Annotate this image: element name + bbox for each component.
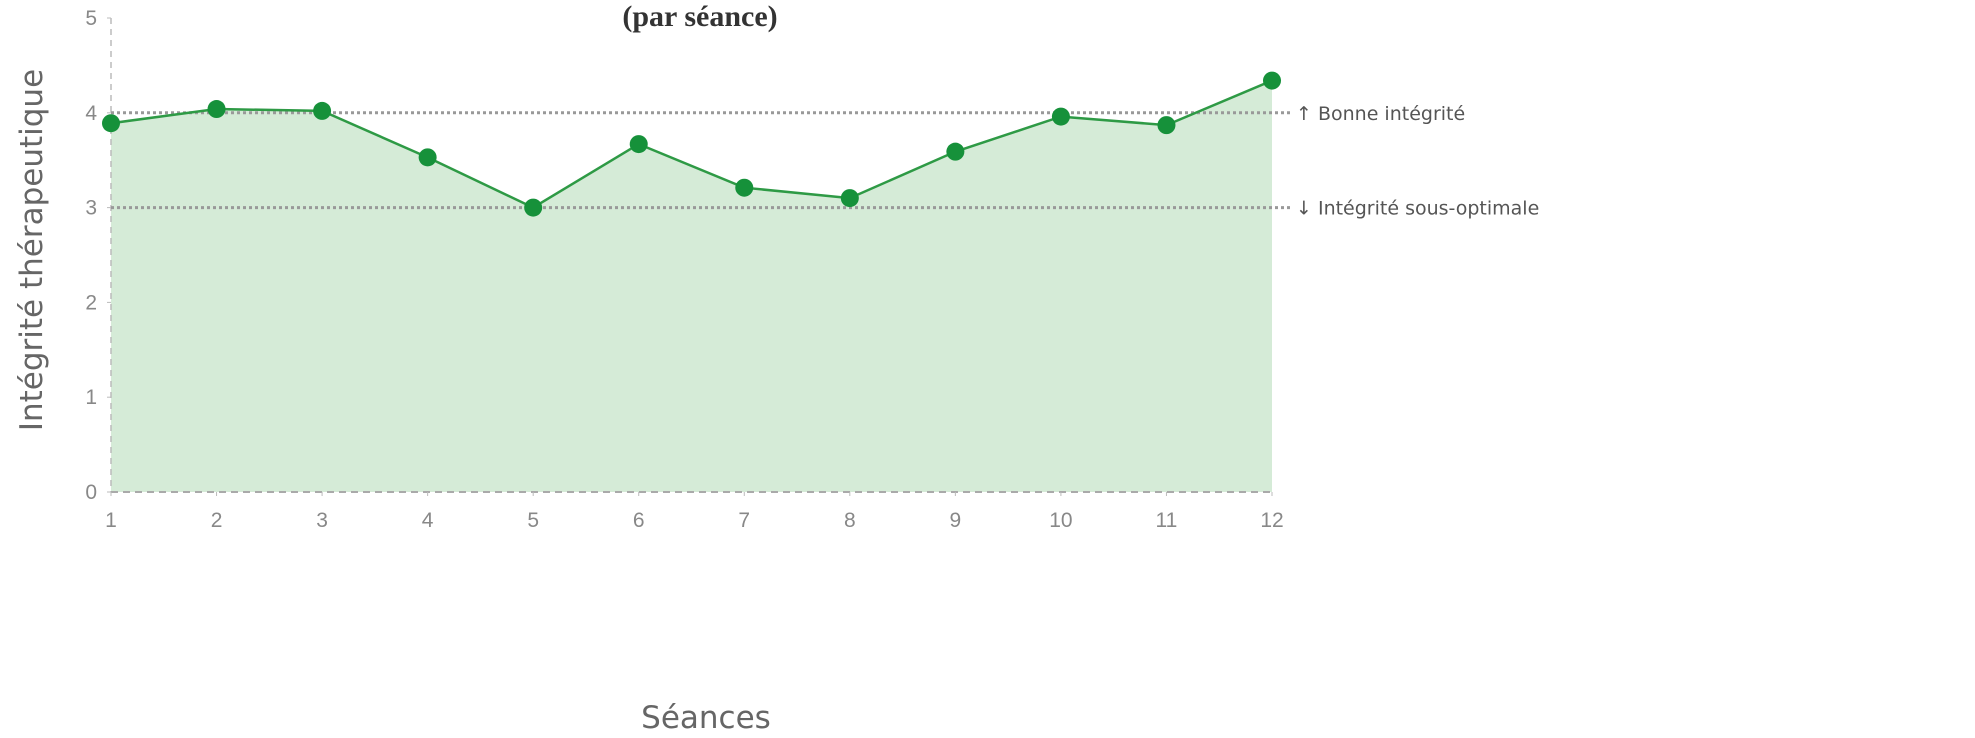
marker — [207, 100, 226, 119]
x-tick-label: 9 — [950, 509, 962, 532]
marker — [524, 198, 543, 217]
y-axis-title: Intégrité thérapeutique — [14, 69, 50, 431]
y-tick-label: 1 — [85, 386, 97, 409]
y-tick-label: 3 — [85, 197, 97, 220]
marker — [1157, 116, 1176, 135]
y-tick-label: 0 — [85, 481, 97, 504]
marker — [840, 189, 859, 208]
x-tick-label: 3 — [316, 509, 328, 532]
x-tick-label: 12 — [1260, 509, 1283, 532]
line — [110, 79, 1273, 210]
y-tick-label: 2 — [85, 291, 97, 314]
x-tick-label: 4 — [422, 509, 434, 532]
y-tick-label: 4 — [85, 102, 97, 125]
y-tick-label: 5 — [85, 7, 97, 30]
x-tick-label: 7 — [738, 509, 750, 532]
marker — [946, 142, 965, 161]
reference-label: ↓ Intégrité sous-optimale — [1296, 198, 1539, 220]
marker — [629, 135, 648, 154]
marker — [418, 148, 437, 167]
marker — [1051, 107, 1070, 126]
reference-label: ↑ Bonne intégrité — [1296, 103, 1465, 125]
x-tick-label: 8 — [844, 509, 856, 532]
marker — [102, 114, 120, 133]
x-tick-label: 2 — [211, 509, 223, 532]
x-tick-label: 5 — [527, 509, 539, 532]
marker — [313, 101, 332, 120]
x-tick-label: 6 — [633, 509, 645, 532]
chart-title: (par séance) — [622, 0, 777, 33]
x-tick-label: 10 — [1049, 509, 1072, 532]
area — [111, 80, 1272, 493]
x-tick-label: 1 — [105, 509, 117, 532]
marker — [1263, 71, 1281, 90]
x-tick-label: 11 — [1156, 509, 1178, 532]
marker — [735, 178, 754, 197]
x-axis-title: Séances — [641, 700, 771, 736]
